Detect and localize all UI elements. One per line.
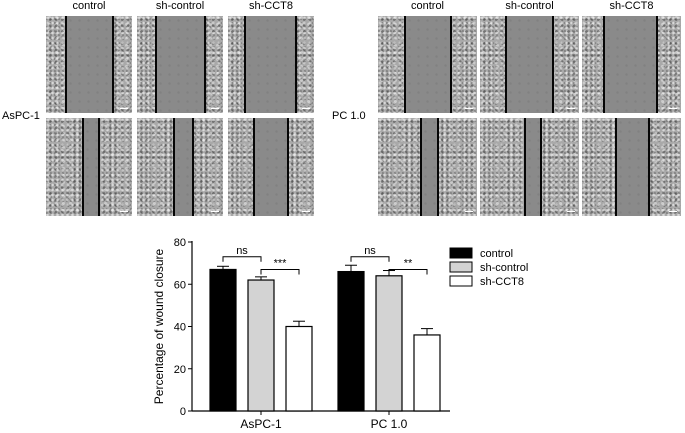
y-tick-label: 0 <box>180 406 186 418</box>
y-tick-label: 40 <box>174 322 186 334</box>
significance-label: ns <box>236 245 248 257</box>
micrograph-pc10-sh-cct8-0h <box>582 16 681 113</box>
micrograph-aspc1-sh-control-24h <box>137 118 223 216</box>
significance-label: ns <box>364 245 376 257</box>
bar <box>209 268 237 412</box>
bar <box>337 270 365 412</box>
column-label-sh-cct8-right: sh-CCT8 <box>609 0 654 12</box>
legend-swatch <box>449 247 473 259</box>
significance-bracket <box>388 268 428 275</box>
legend-label: control <box>480 248 513 260</box>
micrograph-pc10-sh-control-0h <box>480 16 579 113</box>
y-tick-label: 20 <box>174 364 186 376</box>
legend-label: sh-control <box>480 262 528 274</box>
column-label-control-right: control <box>410 0 445 12</box>
column-label-sh-cct8-left: sh-CCT8 <box>248 0 293 12</box>
micrograph-pc10-control-24h <box>378 118 477 216</box>
row-label-pc10: PC 1.0 <box>332 110 366 122</box>
column-label-sh-control-right: sh-control <box>505 0 554 12</box>
micrograph-aspc1-control-0h <box>46 16 132 113</box>
bar <box>247 279 275 412</box>
micrograph-aspc1-sh-control-0h <box>137 16 223 113</box>
micrograph-aspc1-sh-cct8-24h <box>228 118 314 216</box>
significance-label: ** <box>404 257 413 269</box>
column-label-sh-control-left: sh-control <box>155 0 205 12</box>
micrograph-aspc1-sh-cct8-0h <box>228 16 314 113</box>
wound-closure-bar-chart: Percentage of wound closure 0 20 40 60 80 AsPC… <box>152 237 528 431</box>
bar <box>285 325 313 412</box>
significance-label: *** <box>274 257 288 269</box>
column-label-control-left: control <box>72 0 106 12</box>
x-tick-label: PC 1.0 <box>371 417 408 431</box>
significance-bracket <box>350 256 390 262</box>
micrograph-pc10-sh-cct8-24h <box>582 118 681 216</box>
micrograph-pc10-control-0h <box>378 16 477 113</box>
bar <box>413 334 441 412</box>
significance-bracket <box>260 268 300 275</box>
bar <box>375 275 403 412</box>
legend-swatch <box>449 261 473 273</box>
x-tick-label: AsPC-1 <box>240 417 282 431</box>
y-axis-label: Percentage of wound closure <box>152 248 166 404</box>
y-tick-label: 80 <box>174 237 186 249</box>
y-tick-label: 60 <box>174 279 186 291</box>
micrograph-pc10-sh-control-24h <box>480 118 579 216</box>
row-label-aspc1: AsPC-1 <box>2 110 40 122</box>
significance-bracket <box>222 256 262 262</box>
legend-label: sh-CCT8 <box>480 276 524 288</box>
micrograph-aspc1-control-24h <box>46 118 132 216</box>
legend-swatch <box>449 275 473 287</box>
